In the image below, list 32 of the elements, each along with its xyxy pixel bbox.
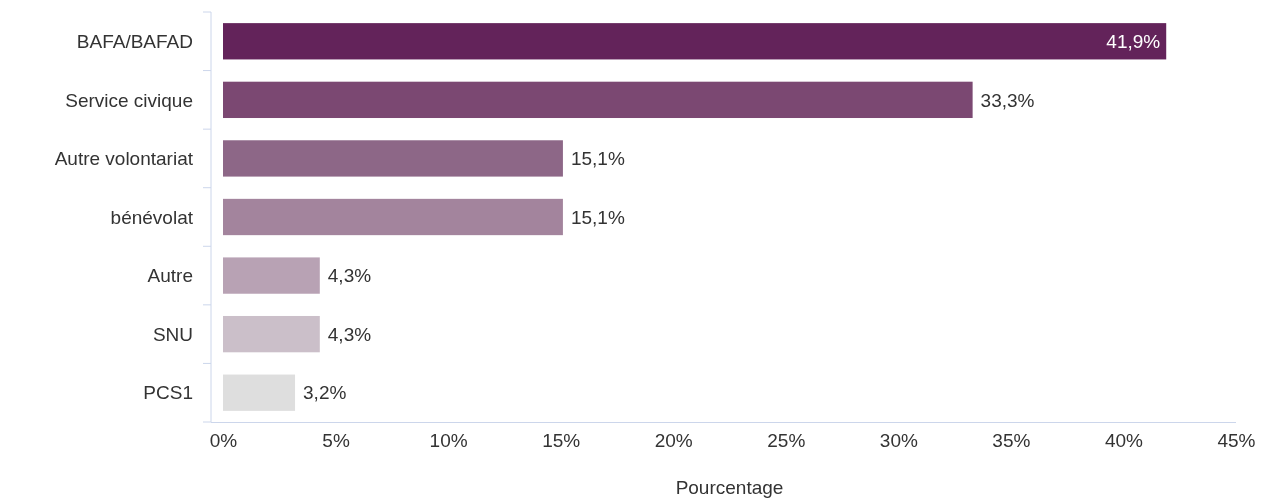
- x-tick-label: 20%: [654, 430, 693, 452]
- bar: [223, 140, 563, 177]
- y-tick-label: BAFA/BAFAD: [76, 30, 193, 52]
- x-tick-label: 40%: [1104, 430, 1144, 452]
- bar: [223, 81, 973, 119]
- y-tick-label: Service civique: [65, 89, 193, 111]
- x-tick-label: 35%: [992, 430, 1031, 452]
- y-tick-label: PCS1: [143, 382, 193, 404]
- x-tick-label: 25%: [767, 430, 806, 452]
- x-tick-label: 45%: [1217, 430, 1256, 452]
- data-label: 41,9%: [1106, 30, 1161, 52]
- data-label: 3,2%: [303, 382, 347, 404]
- x-tick-label: 30%: [879, 430, 918, 452]
- bar: [223, 315, 320, 353]
- y-tick-label: Autre volontariat: [54, 148, 194, 170]
- data-label: 33,3%: [980, 89, 1035, 111]
- x-tick-label: 15%: [542, 430, 581, 452]
- y-tick-label: bénévolat: [110, 206, 194, 228]
- bar: [223, 374, 296, 411]
- y-tick-label: Autre: [147, 265, 193, 287]
- data-label: 4,3%: [327, 323, 372, 345]
- x-axis-title: Pourcentage: [675, 477, 784, 498]
- x-tick-label: 5%: [322, 430, 350, 452]
- y-tick-label: SNU: [152, 323, 193, 345]
- bar: [223, 198, 563, 236]
- bar: [223, 257, 320, 294]
- bar: [223, 23, 1167, 60]
- data-label: 4,3%: [327, 265, 372, 287]
- data-label: 15,1%: [570, 148, 625, 170]
- data-label: 15,1%: [570, 206, 625, 228]
- x-tick-label: 0%: [209, 430, 238, 452]
- x-tick-label: 10%: [429, 430, 468, 452]
